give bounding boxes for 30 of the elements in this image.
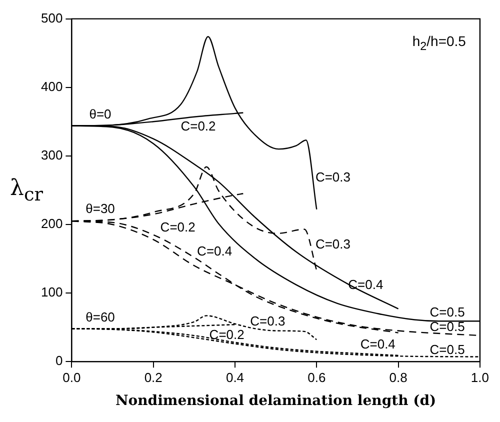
annotation: C=0.5 [430,304,465,320]
y-tick-label: 100 [40,284,63,300]
annotation: C=0.2 [160,219,196,234]
x-tick-label: 0.0 [62,370,81,385]
annotation: C=0.4 [360,336,396,352]
y-tick-label: 0 [55,353,63,368]
x-tick-label: 1.0 [470,370,490,385]
annotation: C=0.2 [209,327,244,342]
x-tick-label: 0.4 [226,370,244,385]
y-tick-label: 500 [40,10,63,26]
y-tick-label: 300 [40,148,63,162]
y-axis-title: λ$_{cr}$ [10,176,43,206]
annotation: C=0.5 [430,342,465,358]
y-tick-label: 400 [40,78,63,94]
annotation: C=0.5 [430,318,465,334]
annotation: C=0.4 [348,277,384,292]
annotation: C=0.4 [197,243,232,258]
annotation: θ=30 [86,200,115,216]
x-axis-title: Nondimensional delamination length (d) [115,393,436,410]
annotation: θ=0 [89,106,112,122]
x-tick-label: 0.2 [144,370,162,385]
annotation: C=0.3 [250,313,286,328]
y-tick-label: 200 [40,216,63,232]
x-tick-label: 0.6 [308,370,326,385]
annotation: C=0.3 [315,169,351,184]
annotation: h$_{2}$/h=0.5 [412,32,466,53]
annotation: C=0.3 [315,236,351,252]
x-tick-label: 0.8 [389,370,408,385]
annotation: C=0.2 [180,118,216,134]
annotation: θ=60 [86,309,115,324]
